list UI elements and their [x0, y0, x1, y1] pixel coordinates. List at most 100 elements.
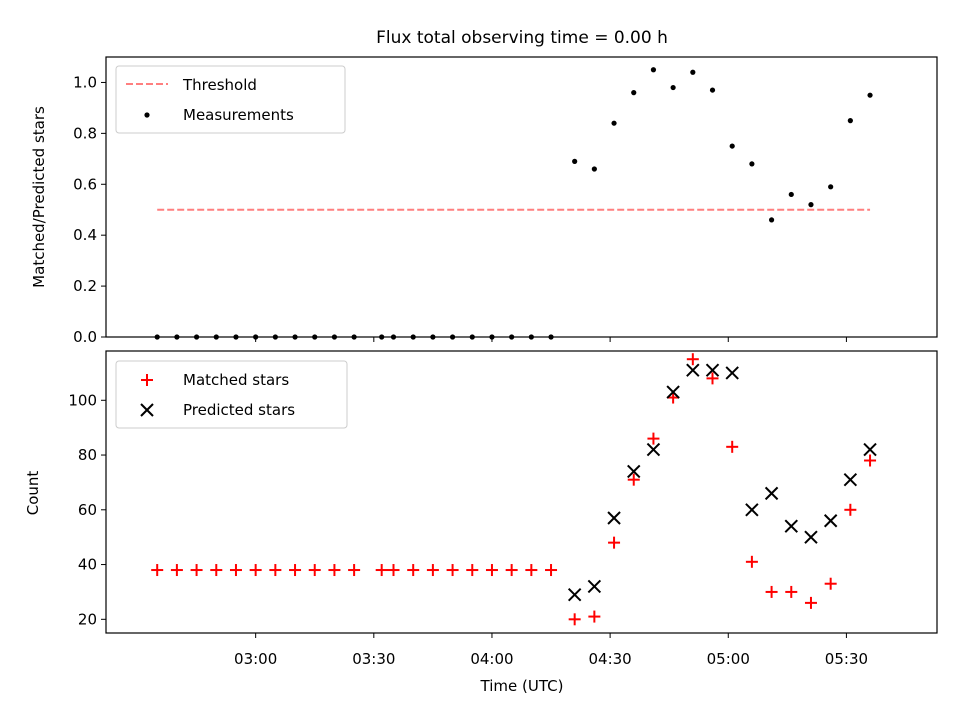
matched-stars-point — [726, 440, 739, 453]
predicted-stars-point — [843, 472, 858, 487]
predicted-stars-point — [567, 587, 582, 602]
matched-stars-point — [864, 454, 877, 467]
matched-stars-point — [229, 564, 242, 577]
measurement-point — [788, 191, 794, 198]
predicted-stars-point — [725, 366, 739, 380]
x-tick-label: 04:00 — [470, 650, 513, 668]
matched-stars-point — [170, 564, 183, 577]
matched-stars-point — [525, 564, 538, 577]
y-tick-label: 60 — [78, 501, 97, 519]
measurement-point — [828, 184, 834, 190]
y-tick-label: 0.2 — [73, 277, 97, 295]
matched-stars-point — [446, 564, 459, 577]
matched-stars-point — [785, 585, 798, 598]
predicted-stars-point — [686, 363, 700, 377]
predicted-stars-point — [587, 579, 602, 594]
predicted-stars-point — [705, 363, 720, 377]
bottom-legend-box — [115, 360, 348, 429]
bottom-panel-ticks: 20 40 60 80 100 03:00 03:30 04:00 04:30 05:00 05:3… — [68, 391, 868, 668]
y-tick-label: 0.0 — [73, 328, 97, 346]
measurements-legend-marker — [144, 112, 150, 118]
matched-stars-point — [686, 353, 699, 366]
matched-stars-point — [375, 564, 388, 577]
predicted-stars-point — [666, 385, 680, 399]
matched-stars-point — [466, 564, 479, 577]
y-tick-label: 20 — [78, 610, 97, 628]
matched-stars-point — [485, 564, 498, 577]
top-legend-box — [115, 65, 346, 134]
matched-stars-point — [328, 564, 341, 577]
measurement-point — [670, 84, 676, 91]
predicted-stars-legend-marker — [140, 403, 154, 417]
bottom-panel-frame — [105, 350, 938, 634]
legend-label-matched-stars: Matched stars — [183, 371, 289, 389]
matched-stars-point — [505, 564, 518, 577]
matched-stars-point — [289, 564, 302, 577]
measurement-point — [749, 161, 755, 167]
x-tick-label: 03:00 — [234, 650, 277, 668]
top-y-axis-label: Matched/Predicted stars — [30, 106, 48, 288]
predicted-stars-point — [745, 503, 759, 517]
measurement-point — [591, 166, 597, 172]
legend-label-predicted-stars: Predicted stars — [183, 401, 295, 419]
matched-stars-point — [568, 613, 581, 626]
matched-stars-point — [210, 564, 223, 577]
predicted-stars-point — [764, 486, 779, 501]
bottom-legend: Matched stars Predicted stars — [115, 360, 348, 429]
matched-stars-point — [348, 564, 361, 577]
measurement-point — [709, 87, 716, 93]
x-tick-label: 05:30 — [825, 650, 868, 668]
matched-stars-point — [588, 610, 601, 623]
y-tick-label: 0.6 — [73, 175, 97, 193]
x-tick-label: 05:00 — [707, 650, 750, 668]
measurement-point — [867, 92, 873, 98]
y-tick-label: 0.8 — [73, 124, 97, 142]
predicted-stars-point — [804, 530, 818, 544]
matched-stars-point — [765, 585, 778, 598]
measurement-point — [808, 202, 814, 208]
matched-stars-point — [667, 391, 680, 404]
matched-stars-point — [308, 564, 321, 577]
top-legend: Threshold Measurements — [115, 65, 346, 134]
matched-stars-point — [745, 555, 758, 568]
measurement-point — [768, 217, 775, 223]
matched-stars-point — [545, 564, 558, 577]
matched-stars-point — [804, 596, 817, 609]
x-tick-label: 04:30 — [588, 650, 631, 668]
matched-stars-point — [608, 536, 621, 549]
legend-label-measurements: Measurements — [183, 106, 294, 124]
matched-stars-point — [426, 564, 439, 577]
predicted-stars-point — [823, 514, 838, 528]
x-axis-label: Time (UTC) — [480, 677, 564, 695]
measurement-point — [650, 67, 657, 73]
bottom-panel-marks — [151, 353, 877, 626]
y-tick-label: 1.0 — [73, 73, 97, 91]
top-panel-ticks: 0.0 0.2 0.4 0.6 0.8 1.0 — [73, 73, 847, 346]
bottom-panel: 20 40 60 80 100 03:00 03:30 04:00 04:30 05:00 05:3… — [24, 350, 938, 695]
matched-stars-point — [269, 564, 282, 577]
measurement-point — [611, 120, 617, 126]
y-tick-label: 100 — [68, 391, 97, 409]
top-panel: 0.0 0.2 0.4 0.6 0.8 1.0 Matched/Predicted sta… — [30, 56, 938, 346]
matched-stars-point — [647, 432, 660, 445]
matched-stars-point — [190, 564, 203, 577]
chart-title: Flux total observing time = 0.00 h — [376, 28, 668, 48]
bottom-y-axis-label: Count — [24, 471, 42, 516]
y-tick-label: 80 — [78, 446, 97, 464]
matched-stars-point — [844, 503, 857, 516]
predicted-stars-point — [863, 442, 877, 457]
matched-stars-legend-marker — [141, 374, 153, 386]
predicted-stars-point — [784, 519, 798, 533]
predicted-stars-point — [627, 464, 641, 479]
matched-stars-point — [407, 564, 420, 577]
matched-stars-point — [387, 564, 400, 577]
predicted-stars-point — [646, 442, 661, 457]
y-tick-label: 0.4 — [73, 226, 97, 244]
matched-stars-point — [824, 577, 837, 590]
top-panel-frame — [105, 56, 938, 338]
predicted-stars-point — [607, 511, 621, 525]
matched-stars-point — [249, 564, 262, 577]
measurement-point — [572, 158, 578, 164]
x-tick-label: 03:30 — [352, 650, 395, 668]
